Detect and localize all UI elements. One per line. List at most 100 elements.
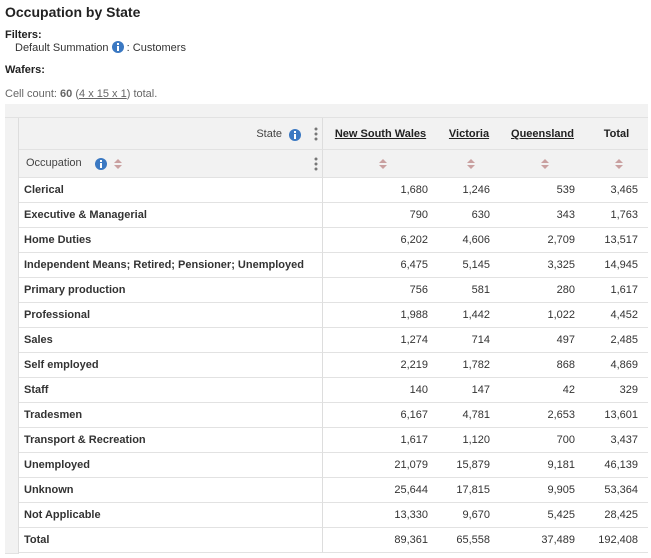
filter-row: Default Summation : Customers <box>15 41 186 54</box>
value-cell: 25,644 <box>323 478 438 503</box>
column-header[interactable]: Victoria <box>438 118 500 150</box>
header-strip <box>5 104 648 118</box>
menu-icon[interactable] <box>314 157 318 171</box>
value-cell: 3,465 <box>585 178 648 203</box>
sort-icon[interactable] <box>466 158 476 170</box>
value-cell: 42 <box>500 378 585 403</box>
row-label: Staff <box>19 378 323 403</box>
value-cell: 4,869 <box>585 353 648 378</box>
value-cell: 1,274 <box>323 328 438 353</box>
row-label: Not Applicable <box>19 503 323 528</box>
row-label: Professional <box>19 303 323 328</box>
sort-cell <box>585 150 648 178</box>
cell-count-suffix: ) total. <box>126 88 158 100</box>
value-cell: 1,988 <box>323 303 438 328</box>
filter-value: : Customers <box>126 42 186 54</box>
value-cell: 3,437 <box>585 428 648 453</box>
value-cell: 147 <box>438 378 500 403</box>
row-label: Primary production <box>19 278 323 303</box>
column-header[interactable]: Queensland <box>500 118 585 150</box>
state-label[interactable]: State <box>256 128 282 140</box>
value-cell: 192,408 <box>585 528 648 553</box>
value-cell: 1,022 <box>500 303 585 328</box>
sort-icon[interactable] <box>540 158 550 170</box>
value-cell: 329 <box>585 378 648 403</box>
cell-count-dims[interactable]: 4 x 15 x 1 <box>79 88 127 100</box>
row-label: Sales <box>19 328 323 353</box>
value-cell: 1,680 <box>323 178 438 203</box>
row-label: Home Duties <box>19 228 323 253</box>
sort-icon[interactable] <box>614 158 624 170</box>
state-header <box>19 118 323 150</box>
sort-icon[interactable] <box>113 158 123 170</box>
value-cell: 4,606 <box>438 228 500 253</box>
value-cell: 15,879 <box>438 453 500 478</box>
column-header-text[interactable]: Queensland <box>511 128 574 140</box>
value-cell: 9,905 <box>500 478 585 503</box>
row-label: Clerical <box>19 178 323 203</box>
value-cell: 539 <box>500 178 585 203</box>
info-icon[interactable] <box>95 158 107 170</box>
column-header: Total <box>585 118 648 150</box>
value-cell: 5,425 <box>500 503 585 528</box>
value-cell: 5,145 <box>438 253 500 278</box>
value-cell: 1,782 <box>438 353 500 378</box>
value-cell: 1,617 <box>323 428 438 453</box>
row-label: Transport & Recreation <box>19 428 323 453</box>
row-label: Unemployed <box>19 453 323 478</box>
value-cell: 14,945 <box>585 253 648 278</box>
value-cell: 1,763 <box>585 203 648 228</box>
value-cell: 9,670 <box>438 503 500 528</box>
value-cell: 17,815 <box>438 478 500 503</box>
info-icon[interactable] <box>111 41 124 53</box>
value-cell: 714 <box>438 328 500 353</box>
cell-count-prefix: Cell count: <box>5 88 57 100</box>
value-cell: 1,246 <box>438 178 500 203</box>
page-title: Occupation by State <box>5 4 141 20</box>
menu-icon[interactable] <box>314 127 318 141</box>
value-cell: 4,781 <box>438 403 500 428</box>
info-icon[interactable] <box>289 129 301 141</box>
column-header-text: Total <box>603 128 630 140</box>
value-cell: 21,079 <box>323 453 438 478</box>
column-header-text[interactable]: Victoria <box>448 128 490 140</box>
value-cell: 2,653 <box>500 403 585 428</box>
occupation-header <box>19 150 323 178</box>
value-cell: 280 <box>500 278 585 303</box>
value-cell: 89,361 <box>323 528 438 553</box>
value-cell: 140 <box>323 378 438 403</box>
value-cell: 13,601 <box>585 403 648 428</box>
sort-icon[interactable] <box>378 158 388 170</box>
value-cell: 4,452 <box>585 303 648 328</box>
value-cell: 2,709 <box>500 228 585 253</box>
value-cell: 343 <box>500 203 585 228</box>
value-cell: 6,167 <box>323 403 438 428</box>
column-header[interactable]: New South Wales <box>323 118 438 150</box>
row-label: Total <box>19 528 323 553</box>
value-cell: 497 <box>500 328 585 353</box>
row-label: Self employed <box>19 353 323 378</box>
sort-cell <box>323 150 438 178</box>
value-cell: 630 <box>438 203 500 228</box>
value-cell: 6,475 <box>323 253 438 278</box>
cell-count-open: ( <box>75 88 80 100</box>
row-label: Executive & Managerial <box>19 203 323 228</box>
row-label: Unknown <box>19 478 323 503</box>
cell-count: Cell count: 60 (4 x 15 x 1) total. <box>5 88 157 100</box>
occupation-label[interactable]: Occupation <box>26 157 82 169</box>
value-cell: 1,120 <box>438 428 500 453</box>
row-label: Independent Means; Retired; Pensioner; U… <box>19 253 323 278</box>
value-cell: 700 <box>500 428 585 453</box>
value-cell: 13,330 <box>323 503 438 528</box>
value-cell: 6,202 <box>323 228 438 253</box>
value-cell: 28,425 <box>585 503 648 528</box>
value-cell: 581 <box>438 278 500 303</box>
column-header-text[interactable]: New South Wales <box>334 128 427 140</box>
value-cell: 2,219 <box>323 353 438 378</box>
value-cell: 1,617 <box>585 278 648 303</box>
value-cell: 1,442 <box>438 303 500 328</box>
value-cell: 37,489 <box>500 528 585 553</box>
filter-name[interactable]: Default Summation <box>15 42 109 54</box>
value-cell: 53,364 <box>585 478 648 503</box>
